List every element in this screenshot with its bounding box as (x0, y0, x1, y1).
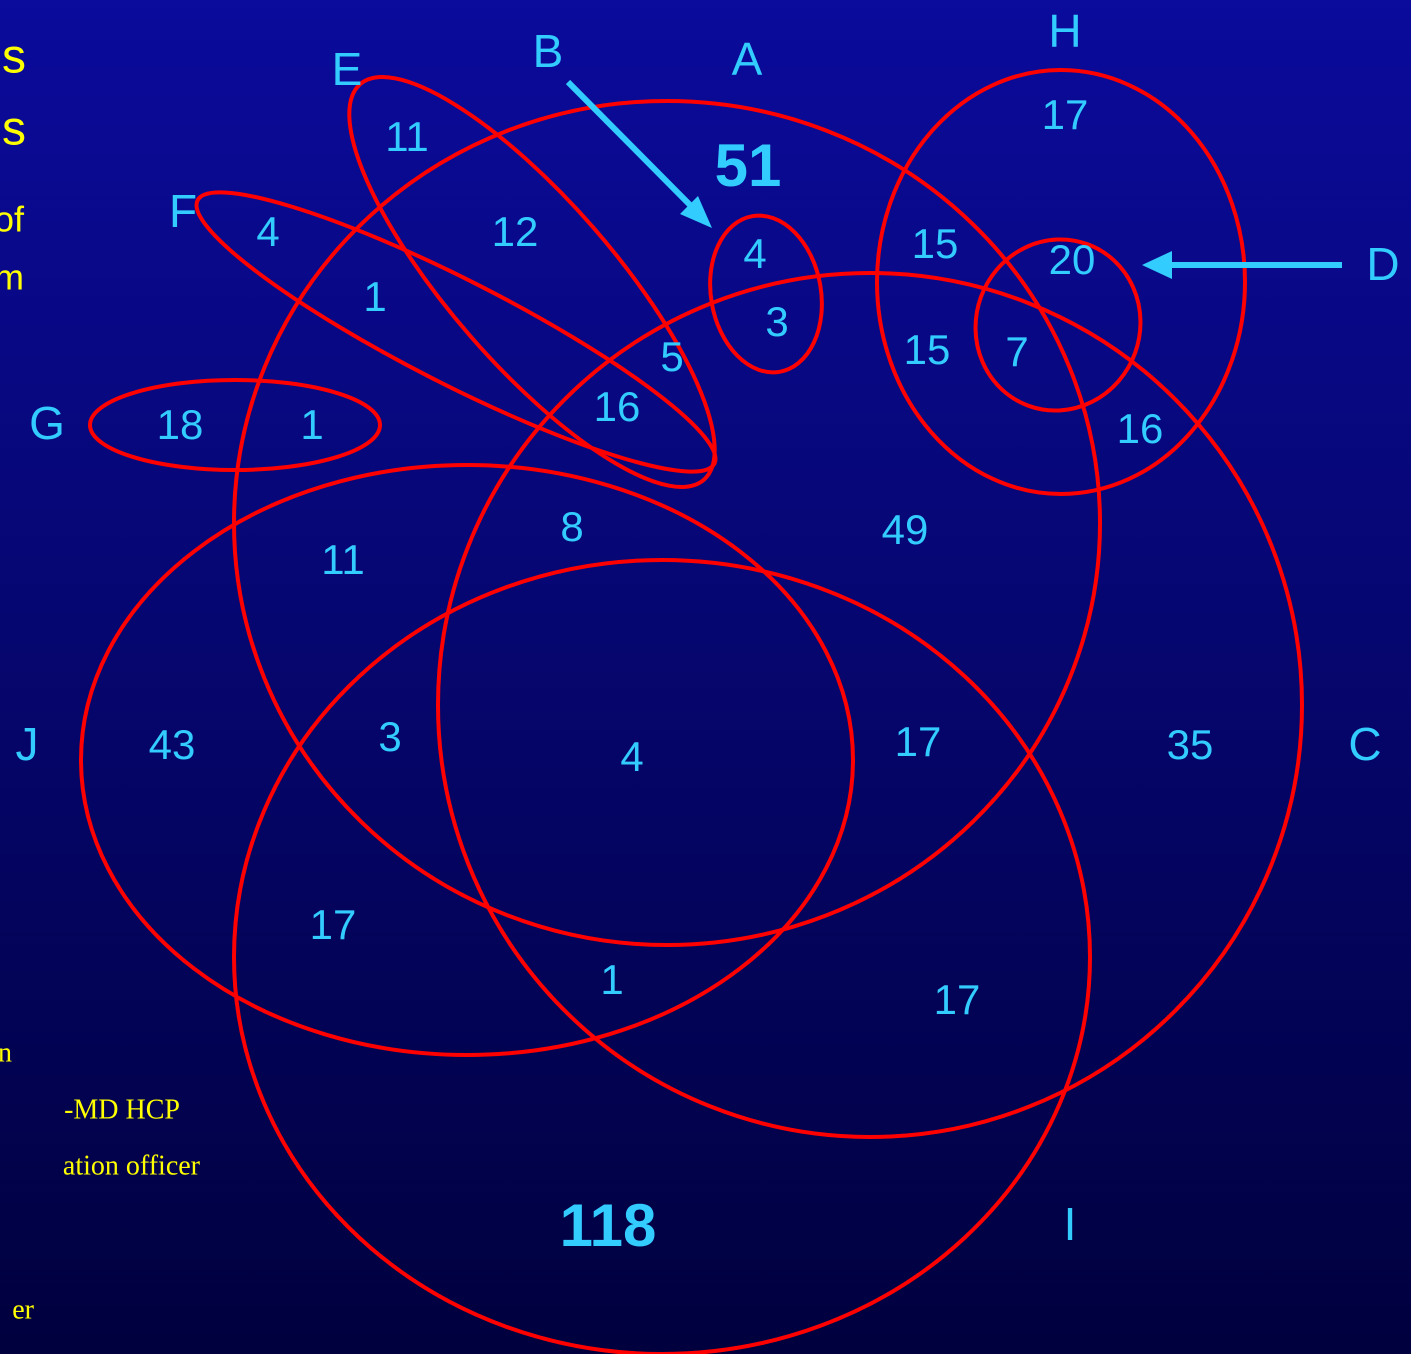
set-d (973, 237, 1143, 413)
region-count: 3 (378, 713, 401, 760)
region-count: 49 (882, 506, 929, 553)
set-label: C (1348, 718, 1381, 770)
region-count: 17 (310, 901, 357, 948)
set-i (232, 558, 1092, 1354)
region-count: 118 (560, 1192, 657, 1259)
set-b (708, 213, 824, 375)
set-label: J (16, 718, 39, 770)
set-label: I (1064, 1198, 1077, 1250)
region-count: 8 (560, 503, 583, 550)
region-count: 20 (1049, 236, 1096, 283)
region-count: 15 (904, 326, 951, 373)
set-label: A (732, 33, 763, 85)
region-count: 4 (620, 733, 643, 780)
legend-fragment: er (12, 1294, 34, 1325)
set-label: F (169, 185, 197, 237)
set-label: G (29, 397, 65, 449)
subtitle-fragment: of (0, 199, 25, 240)
arrow-head (1142, 251, 1172, 279)
region-count: 43 (149, 721, 196, 768)
set-c (436, 271, 1304, 1139)
region-count: 4 (743, 230, 766, 277)
legend-fragment: -MD HCP (64, 1094, 180, 1125)
title-fragment: s (2, 31, 26, 84)
set-g (88, 378, 382, 472)
region-count: 18 (157, 401, 204, 448)
region-count: 1 (600, 956, 623, 1003)
set-label: H (1048, 5, 1081, 57)
set-e (347, 75, 717, 489)
region-count: 12 (492, 208, 539, 255)
region-count: 35 (1167, 721, 1214, 768)
region-count: 1 (300, 401, 323, 448)
set-f (194, 190, 718, 474)
subtitle-fragment: m (0, 257, 24, 298)
region-count: 4 (256, 208, 279, 255)
legend-fragment: n (0, 1037, 12, 1068)
region-count: 17 (1042, 91, 1089, 138)
region-count: 16 (594, 383, 641, 430)
set-j (79, 463, 855, 1057)
region-count: 17 (934, 976, 981, 1023)
legend-fragment: ation officer (63, 1150, 201, 1181)
region-count: 5 (660, 333, 683, 380)
set-h (875, 68, 1247, 496)
region-count: 16 (1117, 405, 1164, 452)
set-label: E (332, 43, 363, 95)
region-count: 1 (363, 273, 386, 320)
set-label: D (1366, 238, 1399, 290)
arrow-b (565, 79, 698, 213)
region-count: 15 (912, 220, 959, 267)
region-count: 17 (895, 718, 942, 765)
region-count: 51 (715, 132, 782, 199)
set-label: B (533, 25, 564, 77)
region-count: 7 (1005, 328, 1028, 375)
region-count: 3 (765, 298, 788, 345)
region-count: 11 (321, 536, 365, 583)
arrow-head (680, 196, 712, 228)
region-count: 11 (385, 113, 429, 160)
title-fragment: s (2, 103, 26, 156)
